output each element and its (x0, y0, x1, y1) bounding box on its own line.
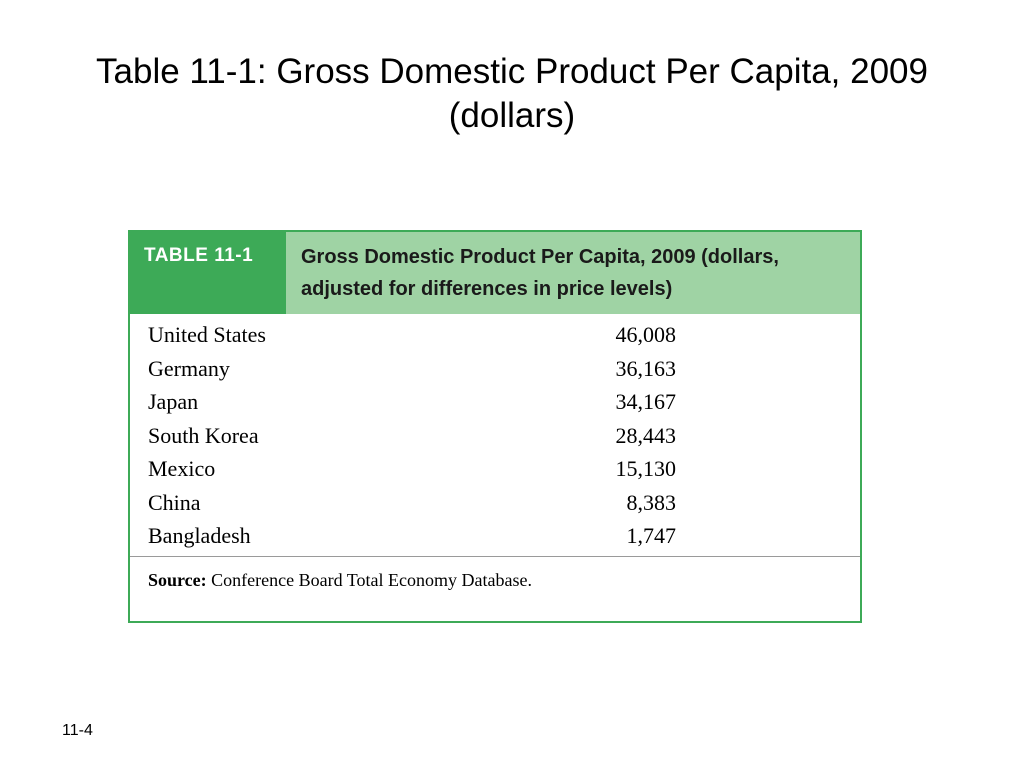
country-name: Bangladesh (148, 523, 251, 548)
table-row: Bangladesh 1,747 (130, 519, 860, 553)
gdp-value: 8,383 (626, 489, 677, 515)
gdp-table: TABLE 11-1 Gross Domestic Product Per Ca… (128, 230, 862, 623)
table-caption: Gross Domestic Product Per Capita, 2009 … (286, 232, 860, 314)
country-name: United States (148, 322, 266, 347)
gdp-value: 34,167 (615, 389, 677, 414)
table-caption-line-2: adjusted for differences in price levels… (301, 278, 673, 300)
country-name: China (148, 489, 201, 515)
country-name: Mexico (148, 456, 216, 481)
country-name: Germany (148, 355, 230, 381)
table-source: Source: Conference Board Total Economy D… (148, 570, 532, 591)
table-row: Mexico 15,130 (130, 452, 860, 486)
source-label: Source: (148, 570, 207, 590)
country-name: South Korea (148, 422, 259, 448)
table-row: United States 46,008 (130, 318, 860, 352)
table-row: China 8,383 (130, 486, 860, 520)
table-row: South Korea 28,443 (130, 419, 860, 453)
table-caption-line-1: Gross Domestic Product Per Capita, 2009 … (301, 246, 779, 268)
gdp-value: 46,008 (615, 322, 677, 347)
gdp-value: 15,130 (615, 456, 677, 481)
table-row: Germany 36,163 (130, 352, 860, 386)
slide-title-line-1: Table 11-1: Gross Domestic Product Per C… (96, 52, 928, 91)
source-divider (130, 556, 860, 557)
gdp-value: 1,747 (626, 523, 677, 548)
slide-number: 11-4 (62, 722, 93, 739)
source-text: Conference Board Total Economy Database. (211, 570, 532, 590)
slide-title-line-2: (dollars) (448, 96, 576, 135)
country-name: Japan (148, 389, 199, 414)
gdp-value: 36,163 (615, 355, 677, 381)
table-header: TABLE 11-1 Gross Domestic Product Per Ca… (130, 232, 860, 314)
table-body: United States 46,008 Germany 36,163 Japa… (130, 318, 860, 553)
slide-title: Table 11-1: Gross Domestic Product Per C… (40, 50, 984, 138)
table-row: Japan 34,167 (130, 385, 860, 419)
gdp-value: 28,443 (615, 422, 677, 448)
table-label: TABLE 11-1 (130, 232, 286, 314)
